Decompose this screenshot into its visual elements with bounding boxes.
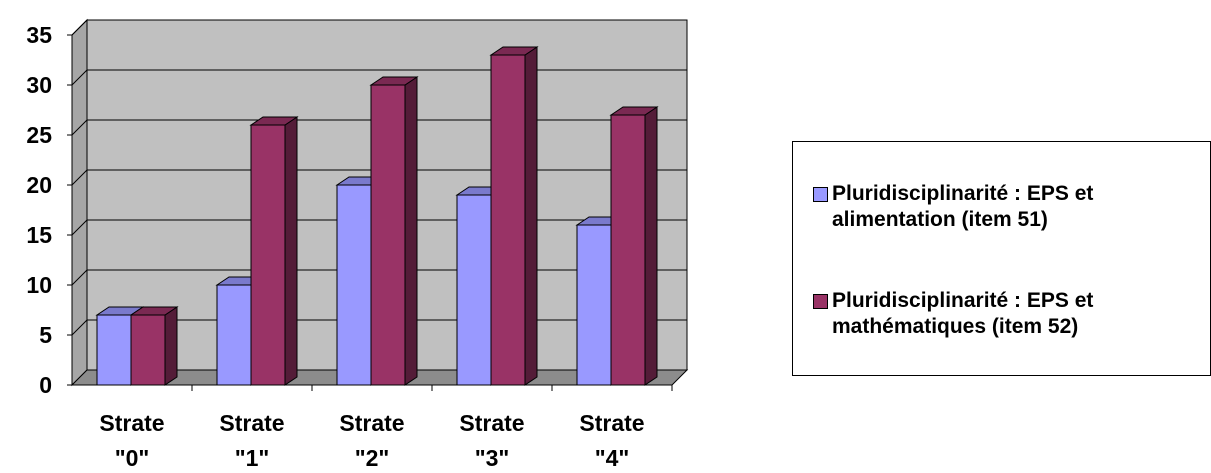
x-tick-label: "3": [475, 445, 510, 471]
x-tick-label: Strate: [579, 410, 644, 436]
bar-front: [336, 184, 372, 386]
legend-item-series-1: Pluridisciplinarité : EPS et alimentatio…: [813, 181, 1192, 233]
side-wall: [71, 18, 88, 387]
bar: [129, 306, 179, 386]
bar-top: [129, 306, 179, 316]
y-tick-label: 35: [26, 22, 52, 48]
y-tick-label: 30: [26, 72, 52, 98]
y-tick-label: 10: [26, 272, 52, 298]
y-tick-label: 25: [26, 122, 52, 148]
bar-front: [216, 284, 252, 386]
bar-front: [610, 114, 646, 386]
x-tick-label: "1": [235, 445, 270, 471]
y-tick-label: 0: [39, 372, 52, 398]
x-tick-label: Strate: [99, 410, 164, 436]
y-tick-labels: 0 5 10 15 20 25 30 35: [26, 22, 52, 398]
bar: [249, 116, 299, 386]
bars: [95, 46, 659, 386]
legend-swatch-series-1: [813, 187, 828, 202]
legend-item-series-2: Pluridisciplinarité : EPS et mathématiqu…: [813, 288, 1192, 340]
bar-top: [489, 46, 539, 56]
bar-top: [609, 106, 659, 116]
y-tick-label: 5: [39, 322, 52, 348]
bar-front: [370, 84, 406, 386]
legend-swatch-series-2: [813, 294, 828, 309]
x-tick-label: "2": [355, 445, 390, 471]
bar: [489, 46, 539, 386]
bar: [609, 106, 659, 386]
bar-side: [284, 116, 298, 386]
x-tick-label: Strate: [459, 410, 524, 436]
gridline-side: [71, 219, 88, 236]
bar-front: [130, 314, 166, 386]
x-tick-label: Strate: [219, 410, 284, 436]
y-tick-label: 20: [26, 172, 52, 198]
x-tick-label: Strate: [339, 410, 404, 436]
bar-top: [249, 116, 299, 126]
bar-front: [250, 124, 286, 386]
gridline-side: [71, 319, 88, 336]
x-tick-label: "0": [115, 445, 150, 471]
legend-label-series-1: Pluridisciplinarité : EPS et alimentatio…: [832, 182, 1094, 231]
gridline-side: [71, 119, 88, 136]
bar-front: [576, 224, 612, 386]
gridline-side: [71, 69, 88, 86]
bar-side: [164, 306, 178, 386]
bar: [369, 76, 419, 386]
bar-front: [96, 314, 132, 386]
bar-side: [644, 106, 658, 386]
bar-side: [524, 46, 538, 386]
x-tick-label: "4": [595, 445, 630, 471]
bar-front: [456, 194, 492, 386]
gridline-side: [71, 269, 88, 286]
x-tick-labels: Strate "0" Strate "1" Strate "2" Strate "3" Stra…: [99, 410, 644, 471]
bar-top: [369, 76, 419, 86]
bar-front: [490, 54, 526, 386]
legend-label-series-2: Pluridisciplinarité : EPS et mathématiqu…: [832, 289, 1094, 338]
legend: Pluridisciplinarité : EPS et alimentatio…: [792, 141, 1211, 376]
gridline-side: [71, 169, 88, 186]
y-tick-label: 15: [26, 222, 52, 248]
bar-side: [404, 76, 418, 386]
gridline-side: [71, 19, 88, 36]
